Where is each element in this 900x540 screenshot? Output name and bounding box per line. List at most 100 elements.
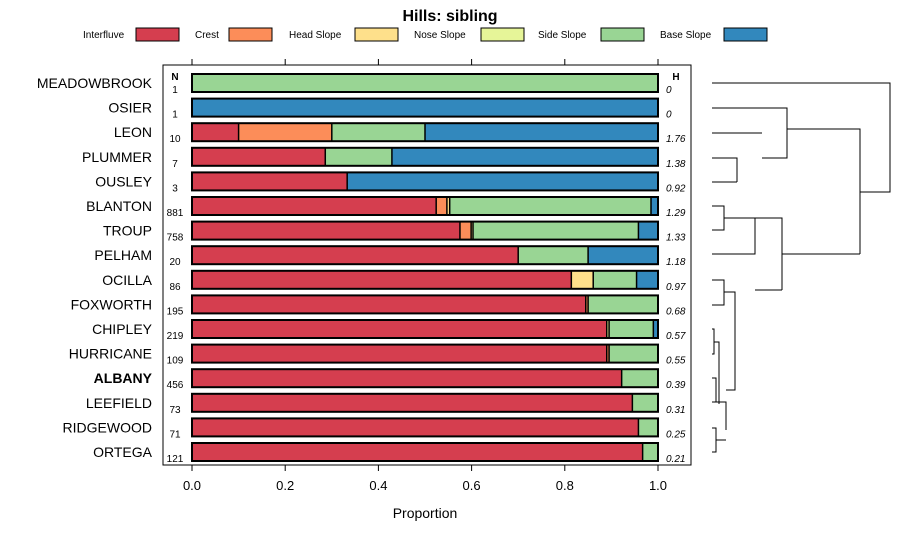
x-tick-label: 0.0 xyxy=(183,478,201,493)
h-value: 0.21 xyxy=(666,454,685,465)
h-column-header: H xyxy=(672,72,679,83)
bar-outline xyxy=(191,319,659,339)
bar-outline xyxy=(191,73,659,93)
x-tick-label: 0.2 xyxy=(276,478,294,493)
category-label: LEON xyxy=(114,124,152,140)
legend-label: Head Slope xyxy=(289,30,342,41)
h-value: 0 xyxy=(666,110,672,121)
dendrogram-branch xyxy=(712,279,725,306)
legend-swatch xyxy=(354,27,399,42)
n-column-header: N xyxy=(171,72,178,83)
dendrogram-branch xyxy=(712,107,788,159)
legend: Interfluve Crest Head Slope Nose Slope Side … xyxy=(83,27,768,42)
x-tick-label: 0.6 xyxy=(463,478,481,493)
bar-outline xyxy=(191,171,659,192)
bar-segment xyxy=(449,197,652,215)
n-value: 86 xyxy=(169,282,181,293)
bar-segment xyxy=(192,147,326,166)
bar-outline xyxy=(191,368,659,389)
dendrogram-branch xyxy=(724,217,783,290)
bar-segment xyxy=(472,221,639,240)
chart-title: Hills: sibling xyxy=(402,8,497,25)
bar-segment xyxy=(192,74,658,92)
legend-swatch xyxy=(228,27,273,42)
category-label: CHIPLEY xyxy=(92,321,153,337)
bar-segment xyxy=(653,320,658,338)
bar-segment xyxy=(192,393,633,412)
legend-label: Crest xyxy=(195,30,219,41)
category-label: TROUP xyxy=(103,223,152,239)
dendrogram-branch xyxy=(712,82,891,193)
bar-segment xyxy=(192,443,643,461)
category-label: OCILLA xyxy=(102,272,152,288)
h-value: 0.57 xyxy=(666,331,686,342)
bar-segment xyxy=(609,344,658,363)
h-value: 0.55 xyxy=(666,356,686,367)
x-axis: 0.0 0.2 0.4 0.6 0.8 1.0 xyxy=(183,59,667,493)
dendrogram-branch xyxy=(712,157,738,182)
n-value: 456 xyxy=(167,380,184,391)
bar-segment xyxy=(446,197,450,215)
category-label: FOXWORTH xyxy=(71,296,152,312)
bar-outline xyxy=(191,97,659,118)
n-value: 20 xyxy=(169,257,181,268)
h-value: 0 xyxy=(666,85,672,96)
bar-outline xyxy=(191,269,659,290)
bar-outline xyxy=(191,392,659,413)
n-value: 219 xyxy=(167,331,184,342)
bar-outline xyxy=(191,343,659,364)
bar-segment xyxy=(436,197,447,215)
n-value: 71 xyxy=(169,429,181,440)
bar-segment xyxy=(347,172,658,191)
category-label: ORTEGA xyxy=(93,444,153,460)
plot-frame xyxy=(162,64,692,466)
bar-outline xyxy=(191,122,659,143)
bar-segment xyxy=(518,246,589,265)
bar-segment xyxy=(632,393,658,412)
bar-outline xyxy=(191,245,659,266)
x-axis-title: Proportion xyxy=(393,505,458,521)
n-value: 7 xyxy=(172,159,178,170)
dendrogram-branch xyxy=(712,427,717,453)
bars-group xyxy=(191,73,659,462)
bar-segment xyxy=(192,98,658,117)
bar-segment xyxy=(192,221,460,240)
dendrogram-branch xyxy=(714,341,720,404)
h-value: 1.33 xyxy=(666,233,686,244)
bar-segment xyxy=(471,221,473,240)
n-value: 881 xyxy=(167,208,184,219)
category-label: RIDGEWOOD xyxy=(63,419,152,435)
category-label: MEADOWBROOK xyxy=(37,75,153,91)
n-value: 121 xyxy=(167,454,184,465)
category-label: OUSLEY xyxy=(95,173,152,189)
x-tick-label: 0.4 xyxy=(369,478,387,493)
bar-segment xyxy=(621,369,658,388)
legend-swatch xyxy=(480,27,525,42)
bar-segment xyxy=(638,418,658,437)
bar-segment xyxy=(192,123,239,142)
legend-label: Interfluve xyxy=(83,30,125,41)
bar-segment xyxy=(192,320,607,338)
bar-segment xyxy=(425,123,658,142)
legend-swatch xyxy=(723,27,768,42)
bar-segment xyxy=(192,295,586,314)
bar-outline xyxy=(191,146,659,167)
dendrogram xyxy=(712,82,891,453)
bar-segment xyxy=(192,270,572,289)
bar-outline xyxy=(191,196,659,216)
bar-segment xyxy=(325,147,392,166)
n-value: 10 xyxy=(169,134,181,145)
category-label: ALBANY xyxy=(94,370,153,386)
bar-segment xyxy=(588,295,658,314)
x-tick-label: 0.8 xyxy=(556,478,574,493)
n-value: 73 xyxy=(169,405,181,416)
bar-outline xyxy=(191,294,659,315)
category-label: PLUMMER xyxy=(82,149,152,165)
legend-label: Side Slope xyxy=(538,30,587,41)
dendrogram-branch xyxy=(712,218,756,255)
n-value: 1 xyxy=(172,85,178,96)
bar-segment xyxy=(459,221,472,240)
n-value: 109 xyxy=(167,356,184,367)
dendrogram-branch xyxy=(712,328,715,355)
h-value: 1.29 xyxy=(666,208,686,219)
